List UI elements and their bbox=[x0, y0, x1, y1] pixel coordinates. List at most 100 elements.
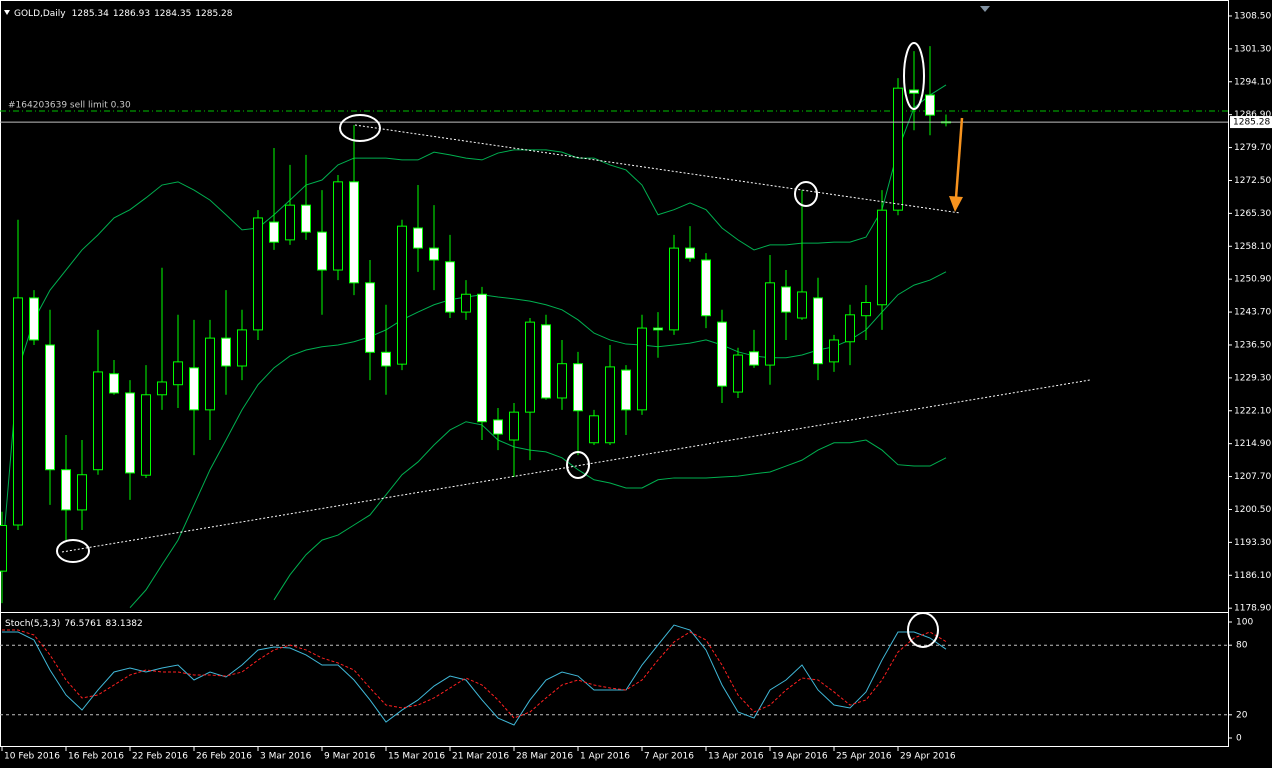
candle-body bbox=[589, 415, 599, 444]
x-tick-label: 19 Apr 2016 bbox=[772, 752, 828, 762]
candle-body bbox=[0, 524, 7, 572]
resistance-trendline bbox=[354, 124, 961, 214]
candle-body bbox=[381, 351, 391, 367]
highlight-ellipse bbox=[56, 539, 90, 563]
candle-body bbox=[765, 282, 775, 366]
candle-body bbox=[397, 225, 407, 365]
header-open: 1285.34 bbox=[72, 9, 109, 19]
x-tick-label: 15 Mar 2016 bbox=[388, 752, 445, 762]
candle-body bbox=[493, 419, 503, 435]
x-tick-label: 16 Feb 2016 bbox=[68, 752, 124, 762]
x-tick-label: 9 Mar 2016 bbox=[324, 752, 376, 762]
forecast-arrowhead bbox=[949, 196, 963, 212]
forecast-arrow bbox=[954, 117, 964, 199]
candle-body bbox=[429, 247, 439, 261]
candle-body bbox=[877, 209, 887, 306]
menu-triangle[interactable] bbox=[4, 10, 10, 15]
candle-body bbox=[621, 369, 631, 411]
stoch-signal-value: 83.1382 bbox=[106, 619, 143, 629]
highlight-ellipse bbox=[903, 42, 925, 110]
x-tick-label: 21 Mar 2016 bbox=[452, 752, 509, 762]
candle-body bbox=[349, 181, 359, 284]
y-tick-label: 1301.30 bbox=[1234, 44, 1271, 54]
candle-body bbox=[861, 301, 871, 317]
candle-body bbox=[173, 361, 183, 386]
candle-body bbox=[333, 181, 343, 271]
x-tick-label: 1 Apr 2016 bbox=[580, 752, 630, 762]
candle-body bbox=[461, 293, 471, 313]
candle-body bbox=[253, 217, 263, 331]
candle-body bbox=[909, 89, 919, 94]
price-label-box bbox=[1230, 116, 1272, 129]
x-tick-label: 13 Apr 2016 bbox=[708, 752, 764, 762]
header-close: 1285.28 bbox=[195, 9, 232, 19]
candle-body bbox=[605, 366, 615, 444]
y-tick-label: 1186.10 bbox=[1234, 571, 1271, 581]
chart-header: GOLD,Daily 1285.34 1286.93 1284.35 1285.28 bbox=[14, 9, 233, 19]
candle-body bbox=[893, 87, 903, 211]
y-tick-label: 1308.50 bbox=[1234, 11, 1271, 21]
y-tick-label: 1258.10 bbox=[1234, 242, 1271, 252]
candle-body bbox=[749, 351, 759, 366]
x-tick-label: 26 Feb 2016 bbox=[196, 752, 252, 762]
candle-body bbox=[637, 327, 647, 411]
candle-body bbox=[365, 282, 375, 353]
shift-marker[interactable] bbox=[980, 6, 990, 12]
candle-body bbox=[797, 291, 807, 319]
candle-body bbox=[45, 344, 55, 471]
x-tick-label: 7 Apr 2016 bbox=[644, 752, 694, 762]
x-tick-label: 28 Mar 2016 bbox=[516, 752, 573, 762]
y-tick-label: 1193.30 bbox=[1234, 538, 1271, 548]
header-low: 1284.35 bbox=[154, 9, 191, 19]
candle-body bbox=[61, 469, 71, 511]
y-tick-label: 1279.70 bbox=[1234, 143, 1271, 153]
candle-body bbox=[445, 261, 455, 313]
stoch-title: Stoch(5,3,3) bbox=[5, 619, 60, 629]
candle-body bbox=[109, 373, 119, 394]
candle-body bbox=[13, 297, 23, 526]
candle-body bbox=[781, 286, 791, 313]
candle-body bbox=[205, 337, 215, 411]
x-tick-label: 25 Apr 2016 bbox=[836, 752, 892, 762]
candle-body bbox=[653, 327, 663, 331]
y-tick-label: 1250.90 bbox=[1234, 275, 1271, 285]
candle-body bbox=[29, 297, 39, 341]
candle-body bbox=[573, 363, 583, 412]
support-trendline bbox=[61, 379, 1091, 553]
price-label: 1285.28 bbox=[1233, 118, 1270, 128]
x-tick-label: 29 Apr 2016 bbox=[900, 752, 956, 762]
y-tick-label: 1243.70 bbox=[1234, 308, 1271, 318]
candle-body bbox=[237, 329, 247, 367]
y-tick-label: 1272.50 bbox=[1234, 176, 1271, 186]
candle-body bbox=[509, 411, 519, 441]
candle-body bbox=[141, 394, 151, 476]
candle-body bbox=[269, 221, 279, 243]
bollinger-band bbox=[129, 271, 947, 609]
candle-body bbox=[93, 371, 103, 471]
highlight-ellipse bbox=[794, 181, 818, 207]
stoch-main-value: 76.5761 bbox=[64, 619, 101, 629]
y-tick-label: 80 bbox=[1236, 641, 1248, 651]
y-tick-label: 1265.30 bbox=[1234, 209, 1271, 219]
candle-body bbox=[525, 321, 535, 413]
highlight-ellipse bbox=[566, 451, 590, 479]
y-tick-label: 1222.10 bbox=[1234, 406, 1271, 416]
y-tick-label: 1294.10 bbox=[1234, 77, 1271, 87]
candle-body bbox=[701, 259, 711, 317]
candle-body bbox=[829, 339, 839, 363]
y-tick-label: 0 bbox=[1236, 733, 1242, 743]
candle-body bbox=[77, 474, 87, 511]
candle-body bbox=[845, 314, 855, 343]
stoch-line bbox=[2, 624, 947, 726]
x-tick-label: 10 Feb 2016 bbox=[4, 752, 60, 762]
y-tick-label: 20 bbox=[1236, 710, 1248, 720]
candle-body bbox=[925, 94, 935, 116]
candle-body bbox=[221, 337, 231, 367]
candle-body bbox=[541, 324, 551, 399]
candle-body bbox=[717, 321, 727, 387]
highlight-ellipse bbox=[907, 612, 939, 648]
y-tick-label: 1200.50 bbox=[1234, 505, 1271, 515]
y-tick-label: 1229.30 bbox=[1234, 373, 1271, 383]
x-tick-label: 22 Feb 2016 bbox=[132, 752, 188, 762]
y-tick-label: 100 bbox=[1236, 618, 1253, 628]
